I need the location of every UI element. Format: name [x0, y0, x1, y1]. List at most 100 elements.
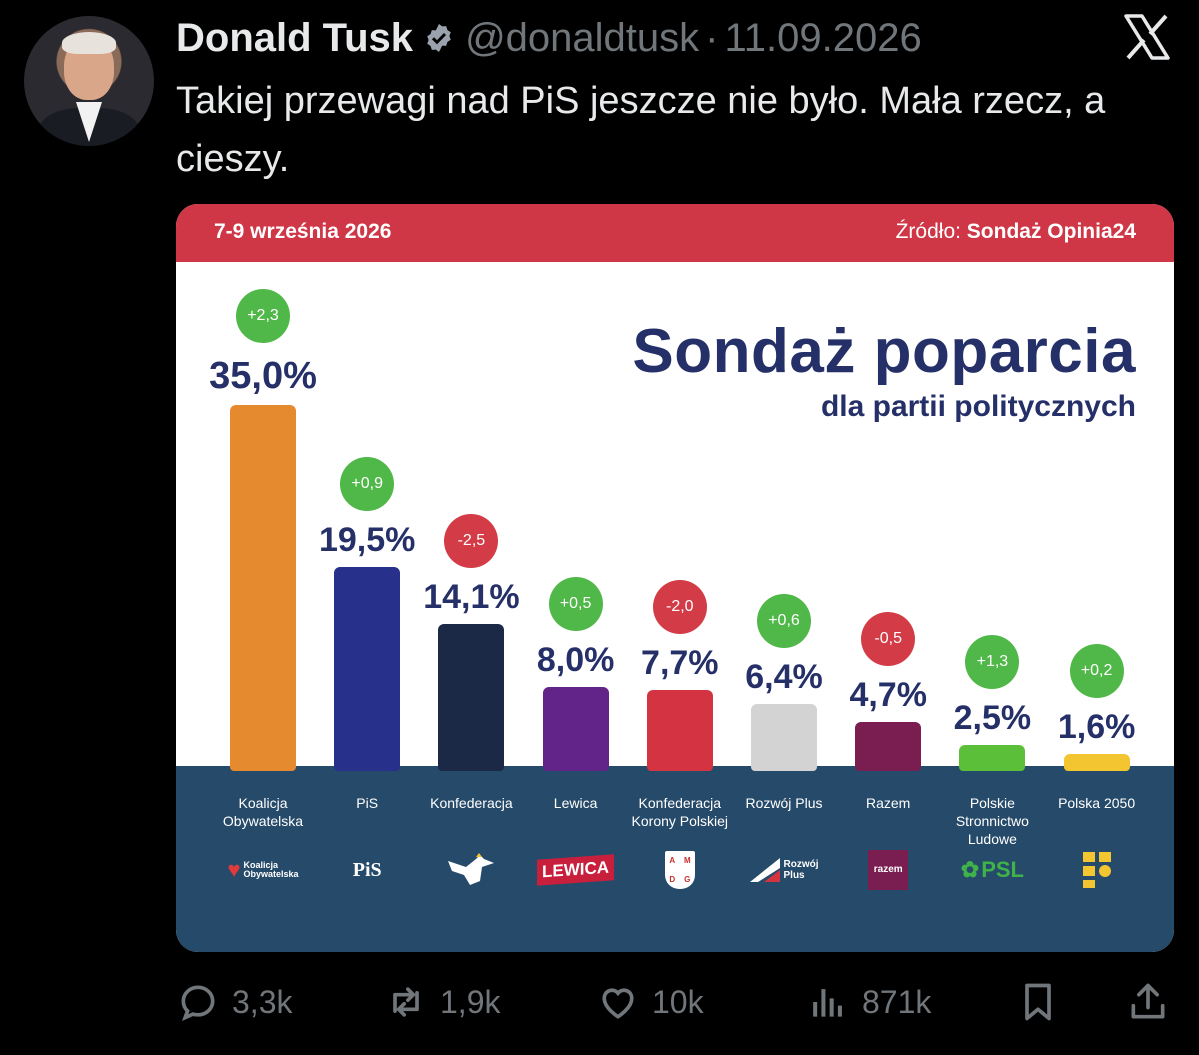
bar-2: [334, 567, 401, 771]
tweet-actions: 3,3k 1,9k 10k 871k: [176, 972, 1174, 1032]
party-name-line: Obywatelska: [222, 813, 304, 829]
party-name-line: Rozwój Plus: [745, 795, 823, 811]
like-button[interactable]: 10k: [596, 978, 704, 1026]
verified-badge-icon: [427, 24, 451, 52]
repost-icon: [393, 987, 419, 1017]
share-button[interactable]: [1126, 978, 1182, 1026]
change-badge: +0,9: [340, 457, 395, 512]
author-handle[interactable]: @donaldtusk: [465, 15, 700, 60]
polska-2050-logo: [1052, 850, 1142, 890]
avatar[interactable]: [24, 16, 154, 146]
party-name-line: Konfederacja: [430, 795, 513, 811]
chart-title: Sondaż poparcia: [632, 317, 1136, 386]
lewica-logo: LEWICA: [531, 850, 621, 890]
bar-value-label: 4,7%: [849, 675, 927, 714]
infographic-card[interactable]: 7-9 września 2026 Źródło: Sondaż Opinia2…: [176, 204, 1174, 952]
party-name-line: Korony Polskiej: [631, 813, 729, 829]
separator-dot: ·: [705, 15, 719, 60]
avatar-hair: [62, 32, 116, 54]
repost-button[interactable]: 1,9k: [384, 978, 500, 1026]
reply-button[interactable]: 3,3k: [176, 978, 292, 1026]
like-icon: [602, 988, 634, 1019]
logo-text: Plus: [783, 870, 805, 881]
polska-2050-icon: [1082, 852, 1111, 888]
reply-icon: [181, 985, 215, 1021]
party-name-line: Stronnictwo: [955, 813, 1029, 829]
bar-6: [751, 704, 817, 771]
logo-text: M: [683, 856, 691, 865]
bar-8: [959, 744, 1026, 771]
bar-value-label: 19,5%: [318, 521, 416, 560]
logo-text: PSL: [981, 857, 1024, 882]
logo-text: razem: [868, 850, 909, 890]
views-icon: [813, 989, 842, 1017]
author-name[interactable]: Donald Tusk: [176, 15, 414, 60]
heart-icon: ♥: [227, 857, 241, 882]
party-name-line: Polskie: [969, 795, 1015, 811]
party-name-line: Lewica: [553, 795, 598, 811]
views-count: 871k: [862, 983, 932, 1020]
tweet-text: Takiej przewagi nad PiS jeszcze nie było…: [176, 80, 1106, 180]
rozwoj-arrow-icon: [749, 858, 780, 882]
chart-subtitle: dla partii politycznych: [820, 390, 1136, 423]
bar-value-label: 35,0%: [209, 355, 317, 397]
bar-value-label: 14,1%: [423, 577, 520, 616]
psl-logo: ✿ PSL: [947, 850, 1037, 890]
party-name-label: Koalicja Obywatelska: [203, 794, 323, 830]
logo-text: LEWICA: [537, 854, 615, 886]
bookmark-button[interactable]: [1016, 978, 1072, 1026]
eagle-icon: [448, 853, 495, 885]
logo-text: G: [684, 875, 691, 884]
party-name-line: PiS: [356, 795, 379, 811]
source-attribution: Źródło: Sondaż Opinia24: [896, 220, 1136, 244]
change-badge: +0,2: [1069, 644, 1124, 699]
razem-logo: razem: [843, 850, 933, 890]
party-name-label: Lewica: [516, 794, 636, 812]
bar-3: [438, 623, 505, 771]
party-name-label: Razem: [828, 794, 948, 812]
logo-text: Rozwój: [783, 859, 819, 870]
party-name-line: Konfederacja: [638, 795, 722, 811]
bar-1: [230, 405, 296, 771]
change-badge: +1,3: [965, 634, 1020, 689]
x-logo-icon[interactable]: [1122, 12, 1172, 62]
change-badge: +0,6: [757, 594, 811, 649]
koalicja-obywatelska-logo: ♥ Koalicja Obywatelska: [218, 850, 308, 890]
pis-logo: PiS: [322, 850, 412, 890]
party-name-label: Konfederacja: [411, 794, 531, 812]
change-badge: +2,3: [236, 289, 290, 343]
bar-value-label: 2,5%: [953, 698, 1032, 737]
change-badge: -0,5: [861, 611, 916, 666]
bookmark-icon: [1025, 983, 1051, 1021]
share-icon: [1131, 983, 1165, 1019]
logo-text: Obywatelska: [243, 869, 299, 879]
change-badge: +0,5: [548, 577, 603, 632]
party-name-label: Rozwój Plus: [724, 794, 844, 812]
bar-value-label: 8,0%: [536, 641, 615, 680]
reply-count: 3,3k: [232, 983, 293, 1020]
bar-7: [855, 721, 922, 771]
tweet-date[interactable]: 11.09.2026: [724, 15, 922, 60]
views-button[interactable]: 871k: [806, 978, 931, 1026]
like-count: 10k: [652, 983, 704, 1020]
tweet-header: Donald Tusk @donaldtusk · 11.09.2026: [176, 14, 922, 62]
party-name-line: Polska 2050: [1058, 795, 1136, 811]
change-badge: -2,0: [652, 580, 707, 635]
change-badge: -2,5: [444, 513, 499, 568]
bar-value-label: 7,7%: [641, 644, 719, 683]
bar-value-label: 6,4%: [745, 658, 823, 697]
rozwoj-plus-logo: Rozwój Plus: [739, 850, 829, 890]
logo-text: Koalicja: [243, 860, 279, 870]
infographic-topbar: 7-9 września 2026 Źródło: Sondaż Opinia2…: [176, 204, 1174, 262]
party-name-label: Konfederacja Korony Polskiej: [620, 794, 740, 830]
party-name-line: Koalicja: [238, 795, 288, 811]
party-name-label: Polska 2050: [1037, 794, 1157, 812]
party-name-label: PiS: [307, 794, 427, 812]
bar-5: [646, 690, 713, 771]
logo-text: PiS: [352, 858, 382, 881]
survey-date-range: 7-9 września 2026: [214, 220, 392, 243]
konfederacja-logo: [426, 850, 516, 890]
bar-9: [1063, 754, 1130, 771]
